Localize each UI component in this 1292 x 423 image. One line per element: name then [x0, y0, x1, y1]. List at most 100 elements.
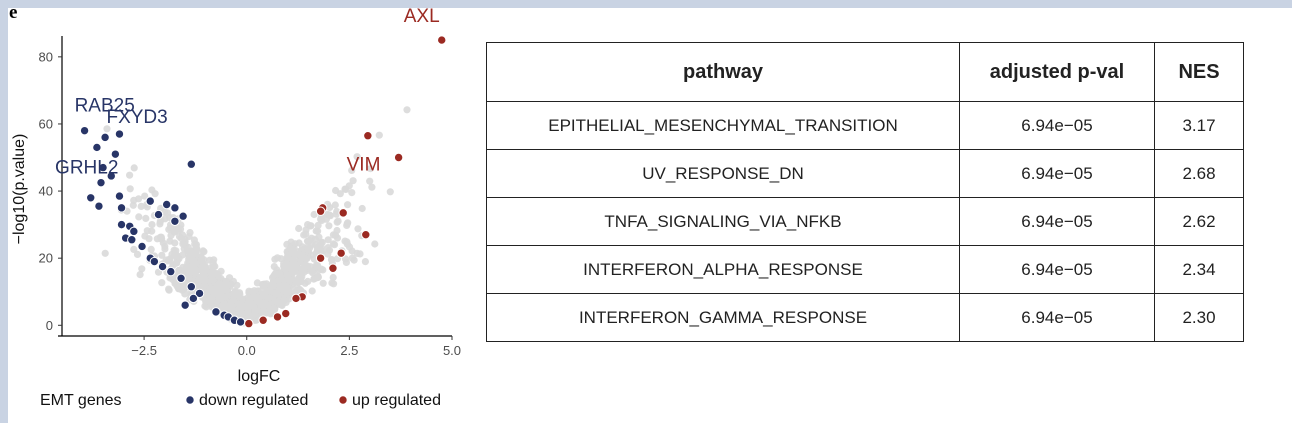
- background-point: [324, 250, 332, 258]
- background-point: [177, 234, 185, 242]
- background-point: [178, 284, 186, 292]
- up-regulated-point: [336, 248, 346, 258]
- background-point: [303, 237, 312, 245]
- background-point: [261, 290, 269, 298]
- background-point: [194, 278, 202, 287]
- background-point: [187, 252, 195, 260]
- legend-label: up regulated: [352, 392, 441, 409]
- background-point: [308, 267, 316, 275]
- down-regulated-point: [161, 199, 172, 210]
- down-regulated-point: [145, 196, 155, 206]
- background-point: [171, 239, 179, 247]
- background-point: [130, 245, 138, 253]
- background-point: [231, 288, 239, 296]
- up-regulated-point: [437, 35, 447, 45]
- x-tick-label: 5.0: [443, 343, 461, 358]
- background-point: [306, 222, 315, 230]
- background-point: [250, 303, 258, 311]
- gene-label: FXYD3: [106, 107, 167, 128]
- down-regulated-point: [110, 149, 121, 159]
- y-tick-label: 60: [39, 116, 53, 131]
- background-point: [331, 201, 339, 209]
- x-tick-label: 0.0: [238, 343, 256, 358]
- background-point: [292, 277, 300, 285]
- legend-label: down regulated: [199, 392, 308, 409]
- background-point: [310, 210, 318, 219]
- background-point: [130, 164, 138, 172]
- background-point: [151, 190, 159, 198]
- background-point: [315, 233, 323, 241]
- down-regulated-point: [127, 235, 137, 245]
- down-regulated-point: [114, 129, 125, 139]
- gene-label: GRHL2: [55, 158, 118, 179]
- x-tick-label: 2.5: [340, 343, 358, 358]
- background-point: [280, 282, 288, 290]
- background-point: [199, 247, 207, 255]
- background-point: [361, 258, 369, 266]
- up-regulated-point: [272, 312, 283, 322]
- table-row: UV_RESPONSE_DN 6.94e−05 2.68: [486, 149, 1244, 198]
- down-regulated-point: [86, 193, 96, 203]
- cell-adjusted-pval: 6.94e−05: [959, 293, 1155, 342]
- background-point: [138, 265, 146, 273]
- background-point: [327, 256, 336, 264]
- up-regulated-point: [315, 206, 326, 216]
- background-point: [227, 299, 235, 307]
- y-axis-label: −log10(p.value): [11, 134, 28, 245]
- background-point: [271, 289, 279, 297]
- background-point: [375, 131, 383, 139]
- highlighted-points: [79, 35, 447, 329]
- background-point: [366, 165, 374, 173]
- background-point: [153, 235, 161, 243]
- up-regulated-point: [258, 315, 268, 325]
- down-regulated-point: [166, 266, 176, 277]
- x-axis-label: logFC: [238, 368, 281, 385]
- table-row: TNFA_SIGNALING_VIA_NFKB 6.94e−05 2.62: [486, 197, 1244, 246]
- background-point: [349, 177, 357, 185]
- background-point: [293, 250, 301, 258]
- background-point: [314, 221, 322, 229]
- background-point: [176, 225, 185, 233]
- column-header-nes: NES: [1154, 42, 1244, 102]
- y-tick-label: 80: [39, 49, 53, 64]
- background-point: [171, 228, 179, 236]
- background-point: [331, 231, 340, 239]
- cell-adjusted-pval: 6.94e−05: [959, 149, 1155, 198]
- background-point: [209, 285, 217, 293]
- down-regulated-point: [116, 219, 127, 230]
- background-point: [220, 300, 228, 308]
- column-header-pathway: pathway: [486, 42, 960, 102]
- up-regulated-point: [361, 229, 371, 240]
- down-regulated-point: [92, 142, 102, 153]
- down-regulated-point: [137, 241, 147, 252]
- down-regulated-point: [180, 300, 190, 310]
- table-row: INTERFERON_ALPHA_RESPONSE 6.94e−05 2.34: [486, 245, 1244, 294]
- background-point: [253, 279, 261, 287]
- background-point: [348, 189, 356, 197]
- background-point: [158, 279, 166, 287]
- down-regulated-point: [211, 307, 221, 317]
- background-point: [207, 269, 215, 277]
- down-regulated-point: [194, 288, 205, 299]
- table-row: EPITHELIAL_MESENCHYMAL_TRANSITION 6.94e−…: [486, 101, 1244, 150]
- background-point: [191, 264, 199, 272]
- up-regulated-point: [328, 263, 338, 273]
- down-regulated-point: [100, 132, 110, 143]
- legend: EMT genes down regulated up regulated: [40, 392, 441, 409]
- background-points: [101, 106, 411, 327]
- background-point: [298, 267, 306, 275]
- cell-pathway: TNFA_SIGNALING_VIA_NFKB: [486, 197, 960, 246]
- background-point: [135, 195, 143, 203]
- background-point: [179, 263, 187, 271]
- background-point: [126, 171, 134, 179]
- background-point: [314, 261, 322, 270]
- background-point: [371, 240, 379, 248]
- cell-nes: 2.68: [1154, 149, 1244, 198]
- down-regulated-point: [114, 191, 125, 201]
- cell-pathway: EPITHELIAL_MESENCHYMAL_TRANSITION: [486, 101, 960, 150]
- up-regulated-point: [363, 131, 373, 141]
- background-point: [269, 282, 277, 290]
- background-point: [181, 290, 189, 298]
- background-point: [253, 297, 262, 305]
- background-point: [148, 221, 156, 229]
